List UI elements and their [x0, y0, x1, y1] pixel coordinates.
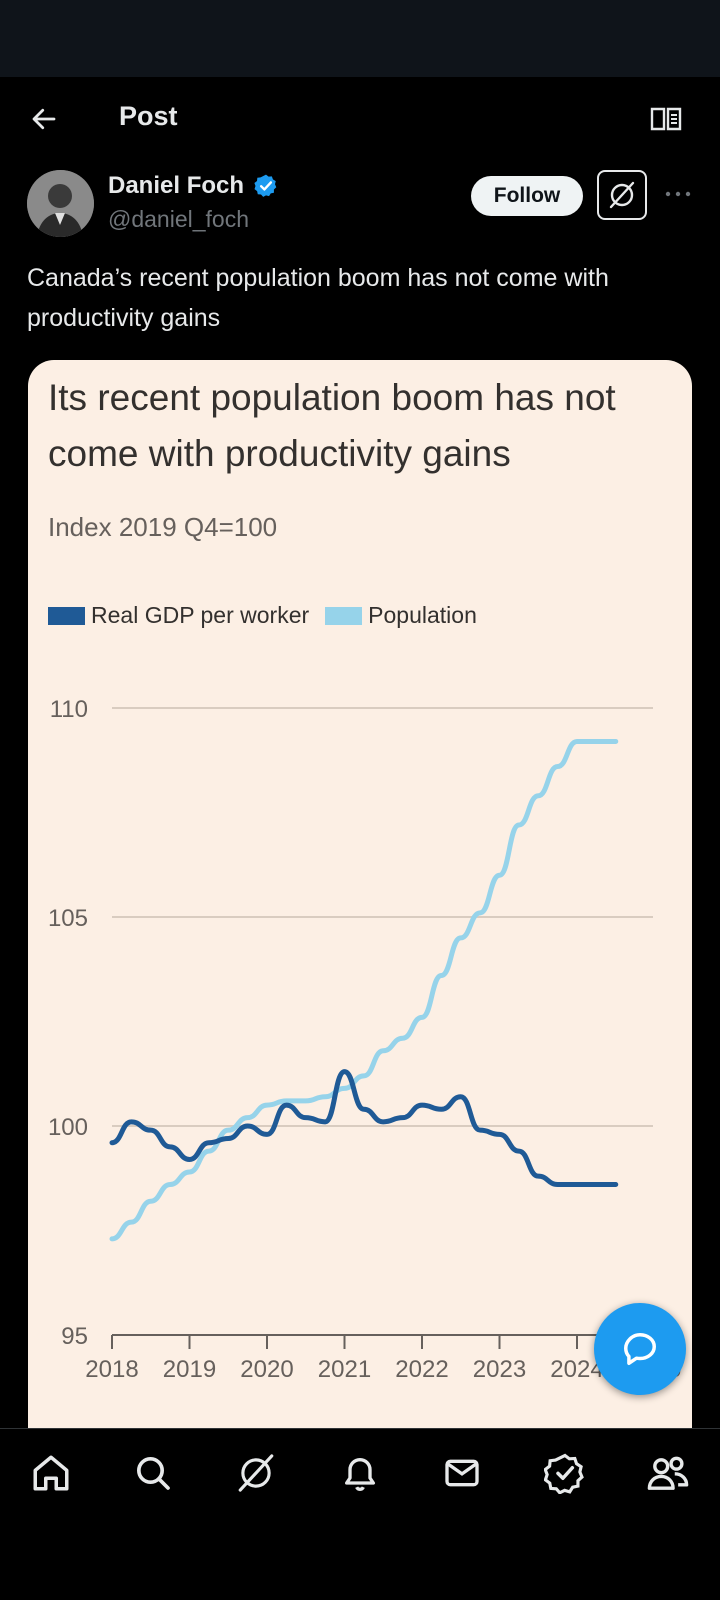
chat-bubble-icon	[624, 1333, 656, 1365]
author-name[interactable]: Daniel Foch	[108, 172, 245, 199]
line-chart: 9510010511020182019202020212022202320242…	[48, 696, 681, 1383]
mail-icon	[445, 1459, 479, 1487]
page-title: Post	[119, 101, 178, 131]
post-text: Canada’s recent population boom has not …	[27, 264, 609, 332]
nav-communities[interactable]	[642, 1447, 694, 1499]
nav-premium[interactable]	[539, 1447, 591, 1499]
x-tick-label: 2023	[473, 1356, 526, 1383]
y-tick-label: 105	[48, 905, 88, 932]
y-tick-label: 100	[48, 1114, 88, 1141]
reader-mode-button[interactable]	[646, 99, 686, 139]
more-options-button[interactable]	[664, 182, 692, 206]
legend-item-gdp: Real GDP per worker	[48, 602, 309, 629]
book-open-icon	[650, 107, 682, 131]
legend-swatch-gdp	[48, 606, 85, 625]
x-tick-label: 2022	[395, 1356, 448, 1383]
x-tick-label: 2018	[85, 1356, 138, 1383]
author-handle: @daniel_foch	[108, 206, 249, 232]
chart-legend: Real GDP per worker Population	[48, 602, 493, 629]
x-tick-label: 2020	[240, 1356, 293, 1383]
avatar[interactable]	[27, 170, 94, 237]
status-bar	[0, 0, 720, 77]
back-button[interactable]	[24, 99, 64, 139]
legend-swatch-population	[325, 606, 363, 625]
top-bar: Post	[0, 77, 720, 163]
verified-badge-icon	[253, 173, 279, 204]
verified-icon	[544, 1453, 584, 1494]
author-row: Daniel Foch @daniel_foch Follow	[0, 165, 720, 245]
legend-label-gdp: Real GDP per worker	[91, 602, 310, 628]
people-icon	[647, 1456, 689, 1490]
follow-button[interactable]: Follow	[471, 176, 583, 216]
arrow-left-icon	[32, 108, 56, 130]
x-tick-label: 2021	[318, 1356, 371, 1383]
bottom-navigation	[0, 1428, 720, 1519]
series-line-gdp	[109, 1069, 619, 1188]
series-line-population	[109, 738, 619, 1242]
legend-label-population: Population	[368, 602, 477, 628]
nav-notifications[interactable]	[334, 1447, 386, 1499]
grok-button[interactable]	[597, 170, 647, 220]
chart-subtitle: Index 2019 Q4=100	[48, 512, 278, 542]
home-icon	[33, 1455, 69, 1491]
search-icon	[137, 1457, 170, 1490]
grok-icon	[238, 1454, 274, 1492]
legend-item-population: Population	[325, 602, 477, 629]
x-tick-label: 2019	[163, 1356, 216, 1383]
nav-messages[interactable]	[436, 1447, 488, 1499]
y-tick-label: 110	[50, 696, 88, 723]
grok-icon	[609, 181, 635, 209]
chart-card[interactable]: Its recent population boom has not come …	[28, 360, 692, 1460]
nav-search[interactable]	[127, 1447, 179, 1499]
more-horizontal-icon	[665, 191, 691, 197]
compose-chat-button[interactable]	[594, 1303, 686, 1395]
chart-title: Its recent population boom has not come …	[48, 377, 616, 474]
nav-home[interactable]	[25, 1447, 77, 1499]
bell-icon	[345, 1458, 375, 1491]
nav-grok[interactable]	[230, 1447, 282, 1499]
y-tick-label: 95	[61, 1323, 88, 1350]
